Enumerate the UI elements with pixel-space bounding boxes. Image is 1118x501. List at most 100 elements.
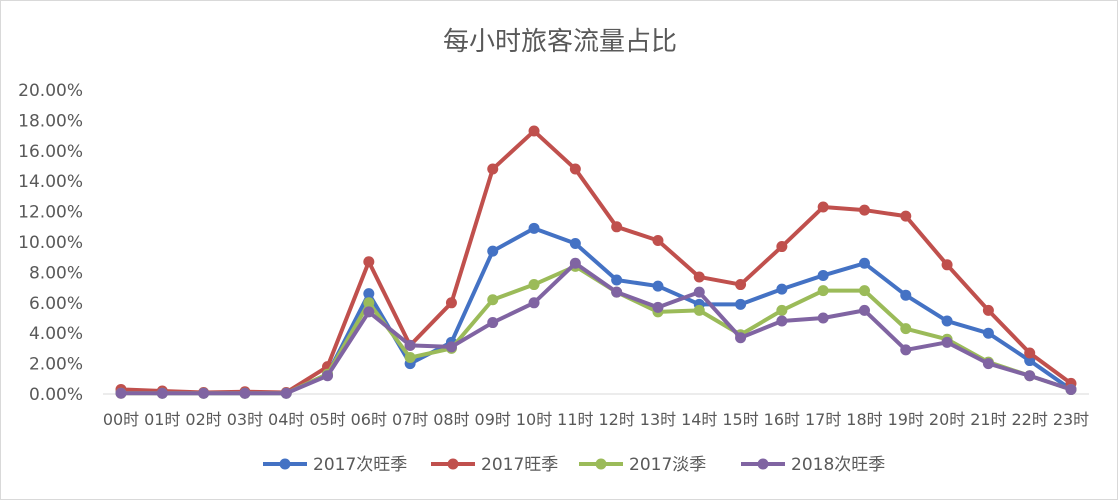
legend-swatch-marker bbox=[595, 458, 607, 470]
data-point bbox=[817, 269, 829, 281]
x-tick-label: 09时 bbox=[475, 410, 511, 429]
data-point bbox=[941, 336, 953, 348]
data-point bbox=[280, 387, 292, 399]
data-point bbox=[941, 315, 953, 327]
data-point bbox=[198, 387, 210, 399]
legend-swatch-marker bbox=[757, 458, 769, 470]
data-point bbox=[652, 301, 664, 313]
plot-area: 0.00% 2.00% 4.00% 6.00% 8.00% 10.00% 12.00% 14.… bbox=[18, 81, 1089, 429]
legend-label: 2017淡季 bbox=[629, 455, 706, 475]
data-point bbox=[445, 297, 457, 309]
legend: 2017次旺季 2017旺季 2017淡季 2018次旺季 bbox=[263, 455, 885, 475]
data-point bbox=[817, 201, 829, 213]
data-point bbox=[652, 280, 664, 292]
data-point bbox=[528, 297, 540, 309]
data-point bbox=[611, 286, 623, 298]
x-tick-label: 06时 bbox=[351, 410, 387, 429]
x-tick-label: 07时 bbox=[392, 410, 428, 429]
x-tick-label: 10时 bbox=[516, 410, 552, 429]
legend-label: 2017旺季 bbox=[481, 455, 558, 475]
data-point bbox=[445, 341, 457, 353]
data-point bbox=[858, 257, 870, 269]
legend-label: 2017次旺季 bbox=[313, 455, 407, 475]
data-point bbox=[528, 222, 540, 234]
x-tick-label: 21时 bbox=[970, 410, 1006, 429]
data-point bbox=[528, 125, 540, 137]
x-tick-label: 17时 bbox=[805, 410, 841, 429]
data-point bbox=[363, 306, 375, 318]
data-point bbox=[1065, 383, 1077, 395]
legend-swatch-marker bbox=[447, 458, 459, 470]
data-point bbox=[611, 274, 623, 286]
data-point bbox=[776, 283, 788, 295]
data-point bbox=[941, 259, 953, 271]
y-tick-label: 10.00% bbox=[18, 233, 83, 253]
data-point bbox=[858, 304, 870, 316]
series-line bbox=[119, 261, 1073, 396]
data-point bbox=[1024, 355, 1036, 367]
data-point bbox=[569, 163, 581, 175]
x-tick-label: 16时 bbox=[764, 410, 800, 429]
series-4 bbox=[115, 257, 1077, 399]
data-point bbox=[363, 297, 375, 309]
data-point bbox=[1024, 370, 1036, 382]
data-point bbox=[817, 285, 829, 297]
x-tick-label: 02时 bbox=[185, 410, 221, 429]
x-tick-label: 14时 bbox=[681, 410, 717, 429]
legend-item: 2018次旺季 bbox=[741, 455, 885, 475]
data-point bbox=[239, 387, 251, 399]
legend-item: 2017旺季 bbox=[431, 455, 558, 475]
data-point bbox=[735, 279, 747, 291]
data-point bbox=[817, 312, 829, 324]
x-tick-label: 00时 bbox=[103, 410, 139, 429]
x-tick-label: 01时 bbox=[144, 410, 180, 429]
data-point bbox=[858, 285, 870, 297]
data-point bbox=[982, 358, 994, 370]
series-line bbox=[119, 264, 1073, 396]
series-3 bbox=[115, 260, 1077, 399]
series-line bbox=[119, 226, 1073, 396]
chart-title: 每小时旅客流量占比 bbox=[443, 27, 677, 57]
data-point bbox=[652, 234, 664, 246]
x-tick-label: 23时 bbox=[1053, 410, 1089, 429]
x-tick-label: 13时 bbox=[640, 410, 676, 429]
data-point bbox=[569, 238, 581, 250]
legend-swatch-marker bbox=[279, 458, 291, 470]
data-point bbox=[735, 298, 747, 310]
x-tick-label: 22时 bbox=[1012, 410, 1048, 429]
data-point bbox=[487, 317, 499, 329]
y-tick-label: 4.00% bbox=[29, 324, 83, 344]
data-point bbox=[322, 370, 334, 382]
y-tick-label: 8.00% bbox=[29, 263, 83, 283]
data-point bbox=[115, 387, 127, 399]
data-point bbox=[900, 289, 912, 301]
data-point bbox=[982, 327, 994, 339]
data-point bbox=[776, 304, 788, 316]
x-tick-label: 03时 bbox=[227, 410, 263, 429]
y-tick-label: 20.00% bbox=[18, 81, 83, 101]
data-point bbox=[487, 245, 499, 257]
y-tick-label: 16.00% bbox=[18, 142, 83, 162]
x-tick-label: 05时 bbox=[309, 410, 345, 429]
data-point bbox=[693, 286, 705, 298]
data-point bbox=[858, 204, 870, 216]
x-tick-label: 08时 bbox=[433, 410, 469, 429]
y-tick-label: 12.00% bbox=[18, 203, 83, 223]
data-point bbox=[776, 315, 788, 327]
legend-item: 2017次旺季 bbox=[263, 455, 407, 475]
y-tick-label: 14.00% bbox=[18, 172, 83, 192]
x-tick-label: 12时 bbox=[598, 410, 634, 429]
data-point bbox=[693, 304, 705, 316]
data-point bbox=[363, 256, 375, 268]
x-tick-label: 19时 bbox=[888, 410, 924, 429]
data-point bbox=[982, 304, 994, 316]
x-tick-label: 11时 bbox=[557, 410, 593, 429]
x-tick-label: 15时 bbox=[722, 410, 758, 429]
x-tick-label: 20时 bbox=[929, 410, 965, 429]
y-tick-label: 18.00% bbox=[18, 111, 83, 131]
y-tick-label: 6.00% bbox=[29, 294, 83, 314]
legend-item: 2017淡季 bbox=[579, 455, 706, 475]
legend-label: 2018次旺季 bbox=[791, 455, 885, 475]
